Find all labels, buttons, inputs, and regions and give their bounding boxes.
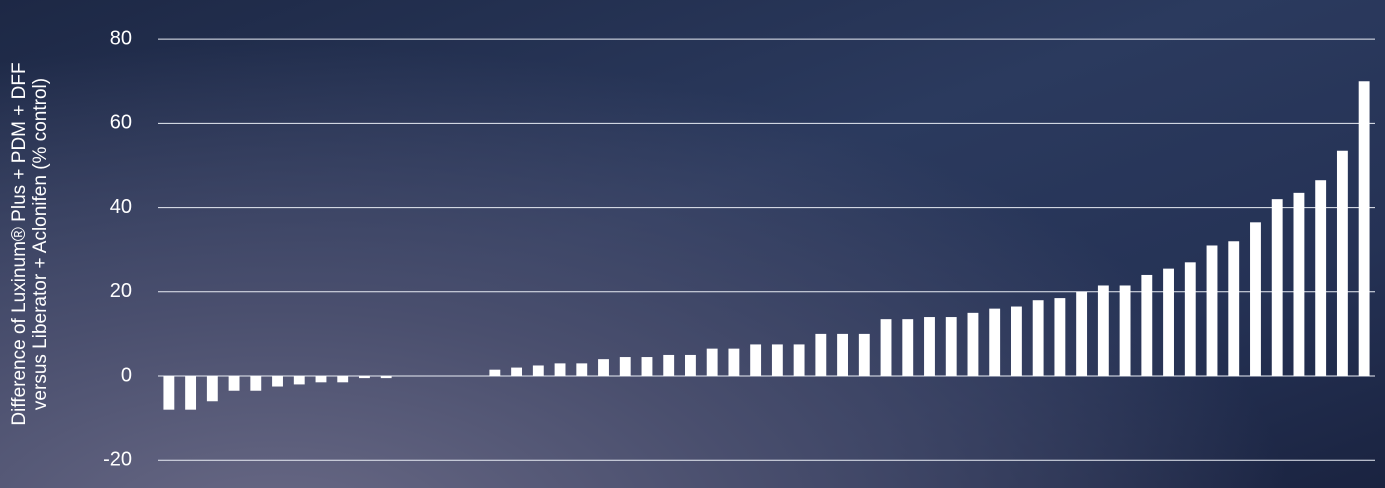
bar xyxy=(815,334,826,376)
bar xyxy=(1228,241,1239,376)
chart: Difference of Luxinum® Plus + PDM + DFF … xyxy=(0,0,1385,488)
bar xyxy=(555,363,566,376)
bar xyxy=(1315,180,1326,376)
bar xyxy=(859,334,870,376)
bar xyxy=(663,355,674,376)
bar xyxy=(685,355,696,376)
bar xyxy=(1120,285,1131,376)
bar xyxy=(337,376,348,382)
bar xyxy=(750,344,761,376)
bar xyxy=(1098,285,1109,376)
y-tick-label: 0 xyxy=(121,364,132,386)
y-axis-label: Difference of Luxinum® Plus + PDM + DFF … xyxy=(9,62,51,425)
bar xyxy=(511,368,522,376)
bar xyxy=(1185,262,1196,376)
bar xyxy=(642,357,653,376)
bar xyxy=(924,317,935,376)
bar xyxy=(772,344,783,376)
bar xyxy=(229,376,240,391)
y-tick-label: 80 xyxy=(110,27,132,49)
bar xyxy=(1033,300,1044,376)
bar xyxy=(881,319,892,376)
bar xyxy=(1207,245,1218,376)
bar xyxy=(837,334,848,376)
bar xyxy=(1359,81,1370,376)
bar xyxy=(272,376,283,387)
page: Difference of Luxinum® Plus + PDM + DFF … xyxy=(0,0,1385,488)
bar xyxy=(598,359,609,376)
bar xyxy=(185,376,196,410)
y-tick-label: 60 xyxy=(110,112,132,134)
bar xyxy=(294,376,305,384)
bar xyxy=(946,317,957,376)
bar xyxy=(533,365,544,376)
bar xyxy=(728,349,739,376)
bar xyxy=(489,370,500,376)
y-tick-label: 40 xyxy=(110,196,132,218)
bar xyxy=(968,313,979,376)
bar xyxy=(359,376,370,378)
bar xyxy=(794,344,805,376)
bar xyxy=(1054,298,1065,376)
bar xyxy=(620,357,631,376)
bar xyxy=(576,363,587,376)
y-axis-label-line: versus Liberator + Aclonifen (% control) xyxy=(30,78,51,410)
bar xyxy=(207,376,218,401)
bar xyxy=(989,309,1000,376)
bar xyxy=(1250,222,1261,376)
bar xyxy=(707,349,718,376)
bar xyxy=(1011,307,1022,376)
y-axis-label-line: Difference of Luxinum® Plus + PDM + DFF xyxy=(9,62,30,425)
bar xyxy=(1076,292,1087,376)
bar xyxy=(1141,275,1152,376)
bar xyxy=(1294,193,1305,376)
y-tick-label: 20 xyxy=(110,280,132,302)
bar xyxy=(163,376,174,410)
bar xyxy=(381,376,392,378)
bar xyxy=(902,319,913,376)
bar xyxy=(316,376,327,382)
bar xyxy=(1272,199,1283,376)
bar xyxy=(1337,151,1348,376)
y-tick-label: -20 xyxy=(103,448,132,470)
bar xyxy=(250,376,261,391)
bar xyxy=(1163,269,1174,376)
